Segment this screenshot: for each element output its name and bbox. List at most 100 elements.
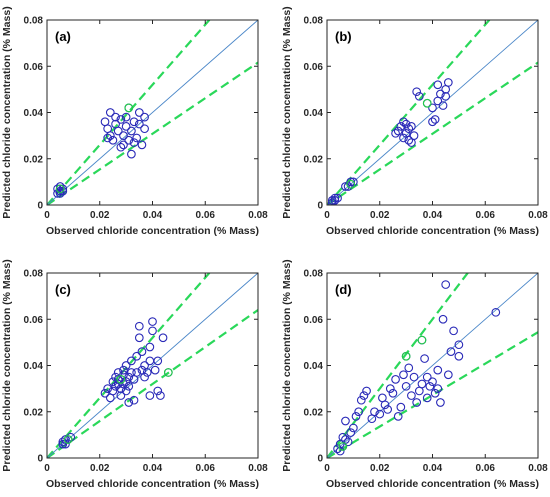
highlighted-data-point: [422, 98, 432, 108]
data-point: [391, 128, 400, 138]
data-point: [404, 124, 414, 134]
data-point: [137, 347, 147, 356]
x-axis-label: Observed chloride concentration (% Mass): [46, 225, 259, 237]
data-point: [346, 177, 356, 187]
data-point: [121, 377, 131, 387]
x-tick-label: 0.06: [196, 463, 216, 474]
data-point: [153, 356, 163, 366]
data-point: [438, 101, 448, 110]
data-point: [380, 400, 390, 410]
data-point: [55, 189, 65, 198]
y-tick-label: 0.04: [24, 361, 44, 372]
data-point: [158, 333, 168, 343]
panel-label: (c): [55, 282, 71, 297]
data-point: [108, 377, 118, 387]
x-tick-label: 0: [324, 210, 330, 221]
data-point: [105, 131, 115, 140]
x-tick-label: 0.06: [476, 210, 496, 221]
data-point: [108, 386, 118, 396]
x-tick-label: 0.02: [370, 463, 390, 474]
data-point: [454, 340, 464, 350]
data-point: [156, 391, 165, 400]
y-tick-label: 0.08: [304, 269, 324, 280]
data-point: [346, 428, 356, 437]
panel-1: 0 0.02 0.04 0.06 0.08 0 0.02 0.04 0.06 0.08 Observ…: [1, 6, 268, 237]
data-point: [370, 407, 379, 417]
bound-line-2: [327, 331, 538, 458]
data-point: [140, 112, 149, 122]
x-tick-label: 0.08: [248, 210, 268, 221]
data-point: [343, 182, 353, 191]
data-point: [349, 423, 358, 433]
data-point: [119, 140, 128, 150]
y-tick-label: 0: [317, 454, 323, 465]
x-tick-label: 0.04: [423, 463, 443, 474]
y-axis-label: Predicted chloride concentration (% Mass…: [1, 6, 13, 218]
x-tick-label: 0.04: [143, 210, 163, 221]
x-tick-label: 0: [44, 210, 50, 221]
data-point: [383, 405, 393, 414]
data-point: [111, 112, 120, 122]
data-point: [396, 122, 406, 131]
x-tick-label: 0.06: [196, 210, 216, 221]
data-point: [103, 384, 113, 393]
data-point: [121, 386, 131, 396]
data-point: [491, 307, 501, 317]
plot-area: [327, 273, 538, 458]
x-tick-label: 0.02: [90, 463, 110, 474]
data-point: [145, 342, 155, 352]
data-point: [407, 138, 416, 147]
data-point: [393, 412, 403, 421]
bound-line-2: [327, 61, 538, 205]
data-point: [433, 384, 443, 393]
data-point: [108, 135, 118, 145]
highlighted-data-point: [124, 103, 134, 113]
highlighted-data-point: [401, 351, 411, 361]
bound-line-1: [47, 20, 211, 205]
y-tick-label: 0.06: [24, 62, 44, 73]
y-tick-label: 0.06: [304, 315, 324, 326]
data-point: [61, 435, 70, 444]
data-point: [61, 439, 70, 449]
data-point: [132, 368, 142, 377]
plot-area: [47, 20, 258, 205]
data-point: [132, 133, 142, 143]
data-point: [428, 117, 437, 127]
data-point: [454, 351, 464, 361]
data-point: [103, 133, 113, 143]
data-point: [124, 381, 134, 391]
data-point: [116, 142, 126, 152]
data-point: [422, 372, 432, 382]
data-point: [446, 347, 456, 356]
data-point: [148, 317, 157, 326]
data-point: [129, 395, 139, 405]
y-tick-label: 0.08: [24, 16, 44, 27]
data-point: [116, 384, 126, 393]
bound-line-1: [327, 20, 491, 205]
data-point: [443, 78, 453, 87]
data-point: [134, 119, 144, 129]
data-point: [401, 119, 411, 129]
data-point: [119, 365, 128, 375]
bound-line-2: [47, 309, 258, 458]
data-point: [409, 372, 419, 382]
data-point: [417, 379, 427, 389]
data-point: [449, 326, 458, 336]
data-point: [362, 386, 371, 396]
x-tick-label: 0.08: [248, 463, 268, 474]
data-point: [53, 184, 62, 194]
y-tick-label: 0.06: [24, 315, 44, 326]
data-point: [140, 372, 149, 382]
data-point: [121, 122, 131, 131]
data-point: [129, 138, 139, 147]
data-point: [425, 381, 435, 391]
x-axis-label: Observed chloride concentration (% Mass): [326, 478, 539, 490]
data-point: [396, 402, 406, 412]
data-point: [129, 117, 139, 127]
y-tick-label: 0.02: [24, 407, 44, 418]
plot-area: [327, 20, 538, 205]
data-point: [420, 354, 429, 363]
data-point: [116, 115, 126, 124]
panel-2: 0 0.02 0.04 0.06 0.08 0 0.02 0.04 0.06 0.08 Observ…: [281, 6, 548, 237]
